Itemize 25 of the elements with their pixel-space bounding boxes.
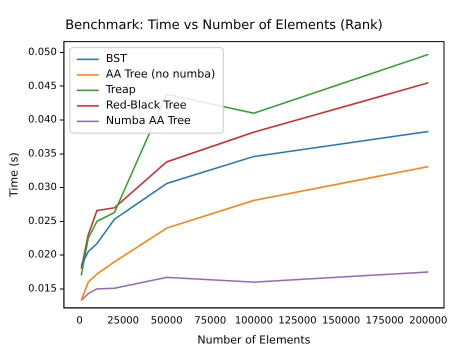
legend-label: Numba AA Tree xyxy=(106,114,191,128)
y-tick-label: 0.020 xyxy=(28,250,57,261)
legend-label: Red-Black Tree xyxy=(106,98,187,112)
x-tick-label: 125000 xyxy=(278,315,317,326)
x-tick-label: 150000 xyxy=(322,315,360,326)
y-tick-label: 0.035 xyxy=(28,148,57,160)
y-tick-label: 0.045 xyxy=(28,80,57,92)
y-axis-title: Time (s) xyxy=(7,152,20,198)
y-tick-label: 0.050 xyxy=(28,47,57,58)
y-tick-label: 0.030 xyxy=(28,182,57,194)
x-tick-label: 25000 xyxy=(107,315,140,326)
legend-label: Treap xyxy=(104,83,136,96)
legend-label: BST xyxy=(106,52,128,66)
legend-label: AA Tree (no numba) xyxy=(106,68,216,81)
x-tick-label: 50000 xyxy=(150,315,183,326)
x-tick-label: 0 xyxy=(76,315,83,326)
y-tick-label: 0.040 xyxy=(28,114,57,126)
y-tick-label: 0.015 xyxy=(28,283,57,294)
x-tick-label: 175000 xyxy=(366,315,404,326)
chart-title: Benchmark: Time vs Number of Elements (Rank) xyxy=(65,18,383,34)
x-tick-label: 200000 xyxy=(409,315,448,326)
y-tick-label: 0.025 xyxy=(28,216,57,227)
x-axis-title: Number of Elements xyxy=(197,333,311,346)
x-tick-label: 100000 xyxy=(234,315,274,326)
x-tick-label: 75000 xyxy=(194,315,226,326)
